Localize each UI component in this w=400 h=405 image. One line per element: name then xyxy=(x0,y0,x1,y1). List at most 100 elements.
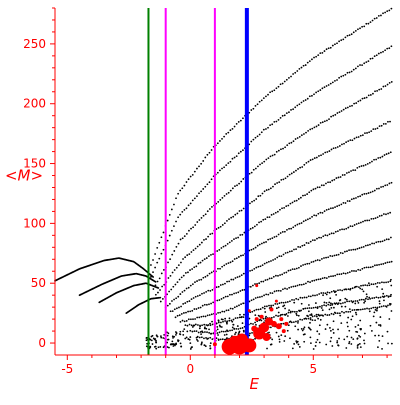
branch-point xyxy=(228,218,230,220)
noise-point xyxy=(347,316,350,319)
branch-point xyxy=(262,97,265,100)
branch-point xyxy=(373,189,376,192)
noise-point xyxy=(225,333,228,336)
branch-point xyxy=(298,136,301,138)
noise-point xyxy=(283,340,286,342)
noise-point xyxy=(348,341,351,343)
noise-point xyxy=(330,306,333,309)
noise-point xyxy=(348,342,350,345)
branch-point xyxy=(311,158,314,161)
branch-point xyxy=(346,271,349,274)
noise-point xyxy=(211,320,213,323)
branch-point xyxy=(288,250,291,253)
branch-point xyxy=(380,14,382,17)
noise-point xyxy=(209,342,212,345)
branch-point xyxy=(300,101,303,104)
branch-point xyxy=(166,304,169,307)
branch-point xyxy=(301,296,304,299)
branch-point xyxy=(351,309,354,312)
branch-point xyxy=(240,274,243,276)
branch-point xyxy=(360,165,363,167)
branch-point xyxy=(329,46,332,49)
branch-point xyxy=(235,237,237,240)
branch-point xyxy=(368,219,371,222)
branch-point xyxy=(226,280,228,283)
branch-point xyxy=(368,284,371,287)
branch-point xyxy=(347,288,350,291)
noise-point xyxy=(162,337,165,339)
branch-point xyxy=(178,314,181,317)
branch-point xyxy=(183,235,186,238)
branch-point xyxy=(343,311,345,314)
branch-point xyxy=(159,296,162,299)
branch-point xyxy=(269,187,272,190)
branch-point xyxy=(364,219,366,222)
branch-point xyxy=(240,180,243,183)
branch-point xyxy=(322,184,325,187)
branch-point xyxy=(288,227,290,230)
branch-point xyxy=(179,293,182,295)
branch-point xyxy=(308,262,311,265)
noise-point xyxy=(389,295,392,298)
noise-point xyxy=(204,345,207,348)
branch-point xyxy=(225,164,228,166)
branch-point xyxy=(252,247,255,250)
branch-point xyxy=(283,80,286,83)
noise-point xyxy=(172,336,174,339)
branch-point xyxy=(248,172,251,175)
branch-point xyxy=(261,162,264,165)
branch-point xyxy=(273,89,276,92)
branch-point xyxy=(182,274,185,277)
branch-point xyxy=(322,292,325,294)
branch-point xyxy=(256,244,259,247)
branch-point xyxy=(209,324,212,327)
branch-point xyxy=(190,251,193,253)
branch-point xyxy=(251,226,254,229)
noise-point xyxy=(375,309,378,312)
branch-point xyxy=(331,81,334,84)
branch-point xyxy=(285,112,288,115)
branch-point xyxy=(233,238,235,241)
branch-point xyxy=(297,298,300,301)
noise-point xyxy=(318,333,321,335)
branch-point xyxy=(326,291,329,294)
branch-point xyxy=(281,207,283,210)
branch-point xyxy=(181,291,184,293)
branch-point xyxy=(227,131,230,134)
branch-point xyxy=(242,302,245,305)
branch-point xyxy=(357,100,360,103)
branch-point xyxy=(255,266,258,269)
branch-point xyxy=(175,266,178,269)
branch-point xyxy=(166,239,169,242)
branch-point xyxy=(299,296,302,299)
branch-point xyxy=(383,295,386,298)
branch-point xyxy=(390,45,393,48)
noise-point xyxy=(297,321,299,324)
branch-point xyxy=(346,106,349,109)
noise-point xyxy=(368,296,371,299)
branch-point xyxy=(311,58,313,61)
branch-point xyxy=(253,267,256,270)
noise-point xyxy=(337,328,339,331)
branch-point xyxy=(236,212,239,215)
branch-point xyxy=(198,165,200,168)
branch-point xyxy=(186,254,189,257)
branch-point xyxy=(361,25,364,28)
branch-point xyxy=(277,315,280,317)
branch-point xyxy=(178,278,181,281)
branch-point xyxy=(237,121,240,123)
branch-point xyxy=(302,64,305,67)
branch-point xyxy=(320,314,322,317)
branch-point xyxy=(224,282,226,285)
branch-point xyxy=(297,320,299,322)
red-marker xyxy=(229,335,240,346)
branch-point xyxy=(372,283,375,286)
branch-point xyxy=(361,134,364,137)
branch-point xyxy=(171,310,174,313)
branch-point xyxy=(169,274,172,277)
branch-point xyxy=(227,162,230,165)
branch-point xyxy=(223,264,226,267)
branch-point xyxy=(319,305,321,308)
branch-point xyxy=(337,289,339,292)
branch-point xyxy=(300,309,303,312)
